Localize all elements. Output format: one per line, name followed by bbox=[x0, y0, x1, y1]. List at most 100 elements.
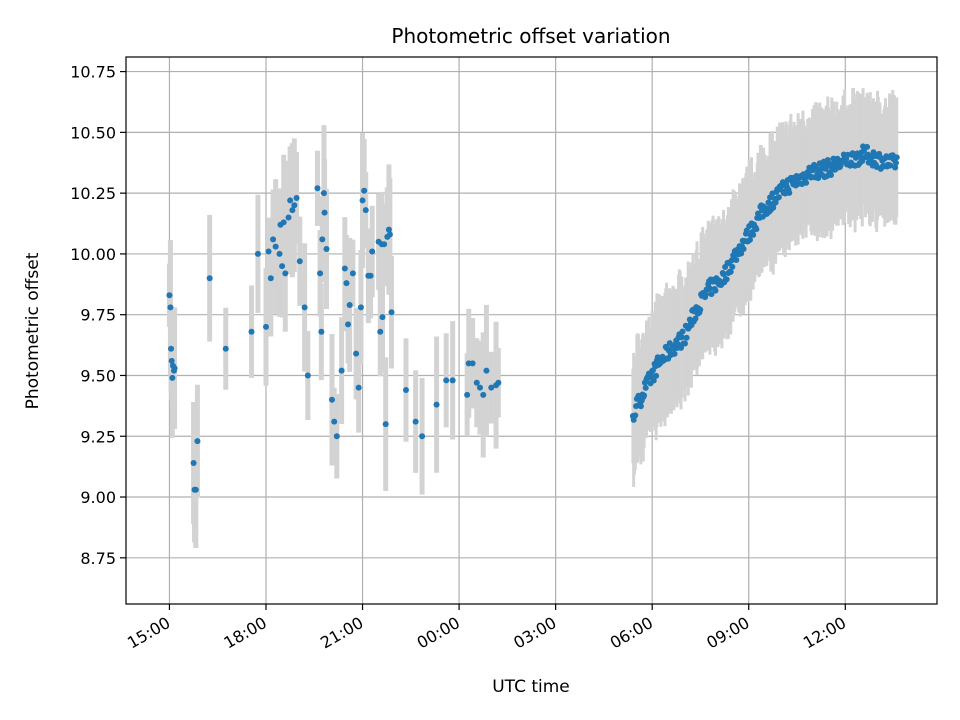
y-tick-label: 9.50 bbox=[80, 366, 116, 385]
data-point bbox=[357, 304, 364, 311]
data-point bbox=[824, 156, 831, 163]
data-point bbox=[419, 433, 426, 440]
data-point bbox=[317, 270, 324, 277]
data-point bbox=[775, 194, 782, 201]
data-point bbox=[265, 248, 272, 255]
data-point bbox=[671, 350, 678, 357]
data-point bbox=[248, 328, 255, 335]
data-point bbox=[887, 162, 894, 169]
data-point bbox=[167, 304, 174, 311]
data-point bbox=[750, 231, 757, 238]
y-tick-label: 10.75 bbox=[70, 63, 116, 82]
data-point bbox=[637, 403, 644, 410]
plot-frame bbox=[125, 56, 938, 605]
data-point bbox=[168, 357, 175, 364]
data-point bbox=[171, 365, 178, 372]
data-point bbox=[382, 421, 389, 428]
chart-title: Photometric offset variation bbox=[391, 24, 670, 48]
data-point bbox=[293, 195, 300, 202]
data-point bbox=[385, 226, 392, 233]
data-point bbox=[267, 275, 274, 282]
data-point bbox=[449, 377, 456, 384]
data-point bbox=[301, 304, 308, 311]
data-point bbox=[723, 276, 730, 283]
data-point bbox=[285, 214, 292, 221]
data-point bbox=[318, 328, 325, 335]
data-point bbox=[272, 243, 279, 250]
data-point bbox=[772, 199, 779, 206]
data-point bbox=[753, 226, 760, 233]
data-point bbox=[692, 315, 699, 322]
data-point bbox=[632, 412, 639, 419]
data-point bbox=[827, 172, 834, 179]
data-point bbox=[328, 396, 335, 403]
data-point bbox=[166, 292, 173, 299]
data-point bbox=[346, 301, 353, 308]
data-point bbox=[893, 154, 900, 161]
data-point bbox=[679, 328, 686, 335]
data-point bbox=[362, 207, 369, 214]
data-point bbox=[388, 309, 395, 316]
y-tick-label: 9.00 bbox=[80, 488, 116, 507]
data-point bbox=[168, 345, 175, 352]
data-point bbox=[381, 241, 388, 248]
data-point bbox=[206, 275, 213, 282]
y-tick-label: 9.75 bbox=[80, 306, 116, 325]
data-point bbox=[443, 377, 450, 384]
data-point bbox=[190, 459, 197, 466]
y-axis-title: Photometric offset bbox=[23, 252, 43, 409]
data-point bbox=[331, 418, 338, 425]
data-point bbox=[296, 258, 303, 265]
data-point bbox=[402, 387, 409, 394]
y-tick-label: 9.25 bbox=[80, 427, 116, 446]
data-point bbox=[464, 391, 471, 398]
y-tick-label: 8.75 bbox=[80, 549, 116, 568]
data-point bbox=[304, 372, 311, 379]
data-point bbox=[786, 189, 793, 196]
data-point bbox=[386, 231, 393, 238]
data-point bbox=[433, 401, 440, 408]
data-point bbox=[287, 197, 294, 204]
data-point bbox=[648, 373, 655, 380]
data-point bbox=[729, 263, 736, 270]
data-point bbox=[712, 287, 719, 294]
data-point bbox=[653, 372, 660, 379]
y-tick-label: 10.00 bbox=[70, 245, 116, 264]
data-point bbox=[477, 384, 484, 391]
data-point bbox=[345, 321, 352, 328]
data-point bbox=[341, 265, 348, 272]
data-point bbox=[678, 334, 685, 341]
data-point bbox=[666, 340, 673, 347]
data-point bbox=[321, 209, 328, 216]
data-point bbox=[746, 236, 753, 243]
data-point bbox=[412, 418, 419, 425]
x-axis-title: UTC time bbox=[492, 677, 570, 697]
data-point bbox=[192, 486, 199, 493]
data-point bbox=[683, 334, 690, 341]
data-point bbox=[280, 219, 287, 226]
y-tick-layer: 8.75 9.00 9.25 9.50 9.75 10.00 10.25 10.50 10.75 bbox=[70, 63, 126, 568]
data-point bbox=[349, 270, 356, 277]
data-point bbox=[743, 227, 750, 234]
y-tick-label: 10.25 bbox=[70, 184, 116, 203]
data-point bbox=[359, 197, 366, 204]
data-point bbox=[708, 291, 715, 298]
data-point bbox=[864, 143, 871, 150]
data-point bbox=[353, 350, 360, 357]
data-point bbox=[282, 270, 289, 277]
data-point bbox=[495, 379, 502, 386]
data-point bbox=[488, 384, 495, 391]
data-point bbox=[194, 438, 201, 445]
data-point bbox=[254, 250, 261, 257]
data-point bbox=[740, 246, 747, 253]
data-point bbox=[483, 367, 490, 374]
data-point bbox=[355, 384, 362, 391]
data-point bbox=[733, 256, 740, 263]
data-point bbox=[338, 367, 345, 374]
data-point bbox=[650, 377, 657, 384]
data-point bbox=[343, 280, 350, 287]
data-point bbox=[473, 379, 480, 386]
data-point bbox=[369, 248, 376, 255]
data-point bbox=[892, 164, 899, 171]
data-point bbox=[803, 179, 810, 186]
